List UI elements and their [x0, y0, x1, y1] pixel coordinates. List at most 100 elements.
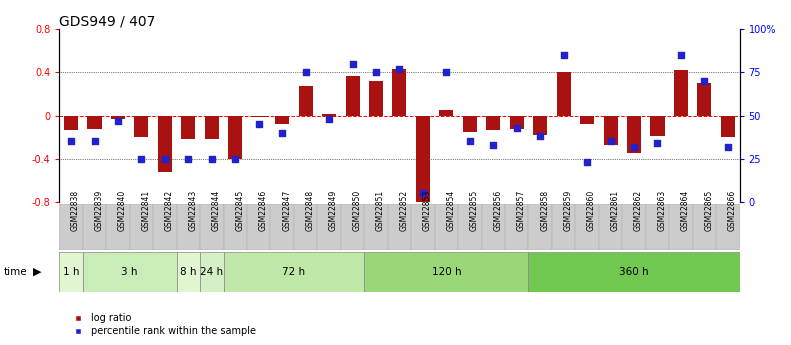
Bar	[627, 116, 641, 153]
Bar	[557, 72, 570, 116]
Text: GSM22838: GSM22838	[71, 190, 80, 231]
Text: GSM22860: GSM22860	[587, 190, 596, 231]
Text: GSM22858: GSM22858	[540, 190, 549, 231]
Text: GSM22841: GSM22841	[142, 190, 150, 231]
Text: 3 h: 3 h	[122, 267, 138, 277]
Text: 8 h: 8 h	[180, 267, 197, 277]
Bar	[247, 204, 271, 250]
Text: GSM22864: GSM22864	[681, 190, 690, 231]
Point	[417, 190, 430, 196]
Point	[229, 156, 241, 161]
Text: GSM22855: GSM22855	[470, 190, 479, 231]
Bar	[224, 252, 365, 292]
Text: GSM22849: GSM22849	[329, 190, 338, 231]
Bar	[463, 116, 477, 132]
Point	[487, 142, 500, 148]
Bar	[716, 204, 740, 250]
Bar	[388, 204, 411, 250]
Text: ▶: ▶	[33, 267, 42, 277]
Text: GSM22853: GSM22853	[423, 190, 432, 231]
Text: GSM22865: GSM22865	[705, 190, 713, 231]
Point	[558, 52, 570, 58]
Bar	[458, 204, 482, 250]
Point	[464, 139, 476, 144]
Bar	[623, 204, 645, 250]
Text: GSM22857: GSM22857	[517, 190, 526, 231]
Bar	[275, 116, 290, 124]
Bar	[369, 81, 383, 116]
Bar	[698, 83, 711, 116]
Bar	[59, 252, 83, 292]
Bar	[533, 116, 547, 135]
Point	[65, 139, 78, 144]
Legend: log ratio, percentile rank within the sample: log ratio, percentile rank within the sa…	[64, 309, 260, 340]
Bar	[365, 252, 528, 292]
Bar	[411, 204, 434, 250]
Bar	[599, 204, 623, 250]
Bar	[509, 116, 524, 128]
Bar	[528, 252, 740, 292]
Bar	[693, 204, 716, 250]
Text: GSM22843: GSM22843	[188, 190, 197, 231]
Point	[252, 121, 265, 127]
Bar	[224, 204, 247, 250]
Bar	[341, 204, 365, 250]
Point	[604, 139, 617, 144]
Text: 24 h: 24 h	[200, 267, 223, 277]
Bar	[181, 116, 195, 139]
Bar	[528, 204, 552, 250]
Bar	[158, 116, 172, 171]
Bar	[205, 116, 219, 139]
Point	[581, 159, 593, 165]
Point	[651, 140, 664, 146]
Bar	[669, 204, 693, 250]
Bar	[505, 204, 528, 250]
Text: GSM22847: GSM22847	[282, 190, 291, 231]
Text: 360 h: 360 h	[619, 267, 649, 277]
Bar	[294, 204, 317, 250]
Text: GSM22863: GSM22863	[657, 190, 667, 231]
Bar	[176, 252, 200, 292]
Bar	[200, 252, 224, 292]
Bar	[645, 204, 669, 250]
Bar	[106, 204, 130, 250]
Text: GSM22839: GSM22839	[94, 190, 104, 231]
Text: GSM22852: GSM22852	[399, 190, 408, 231]
Bar	[346, 76, 360, 116]
Point	[393, 66, 406, 72]
Bar	[322, 115, 336, 116]
Bar	[252, 116, 266, 117]
Text: GSM22856: GSM22856	[494, 190, 502, 231]
Bar	[64, 116, 78, 130]
Bar	[111, 116, 125, 119]
Point	[299, 70, 312, 75]
Bar	[365, 204, 388, 250]
Bar	[88, 116, 101, 128]
Text: time: time	[4, 267, 28, 277]
Text: GSM22862: GSM22862	[634, 190, 643, 231]
Point	[323, 116, 335, 122]
Point	[369, 70, 382, 75]
Bar	[416, 116, 430, 202]
Text: GSM22851: GSM22851	[376, 190, 385, 231]
Point	[112, 118, 124, 124]
Bar	[674, 70, 688, 116]
Text: GSM22859: GSM22859	[564, 190, 573, 231]
Text: GSM22848: GSM22848	[305, 190, 315, 231]
Bar	[721, 116, 735, 137]
Bar	[229, 116, 242, 159]
Point	[346, 61, 359, 67]
Text: GSM22842: GSM22842	[165, 190, 174, 231]
Bar	[271, 204, 294, 250]
Point	[440, 70, 452, 75]
Point	[158, 156, 171, 161]
Text: GSM22850: GSM22850	[353, 190, 361, 231]
Text: 120 h: 120 h	[432, 267, 461, 277]
Bar	[552, 204, 575, 250]
Bar	[439, 110, 453, 116]
Bar	[650, 116, 664, 136]
Bar	[392, 69, 407, 116]
Point	[721, 144, 734, 149]
Text: GDS949 / 407: GDS949 / 407	[59, 14, 156, 28]
Bar	[153, 204, 176, 250]
